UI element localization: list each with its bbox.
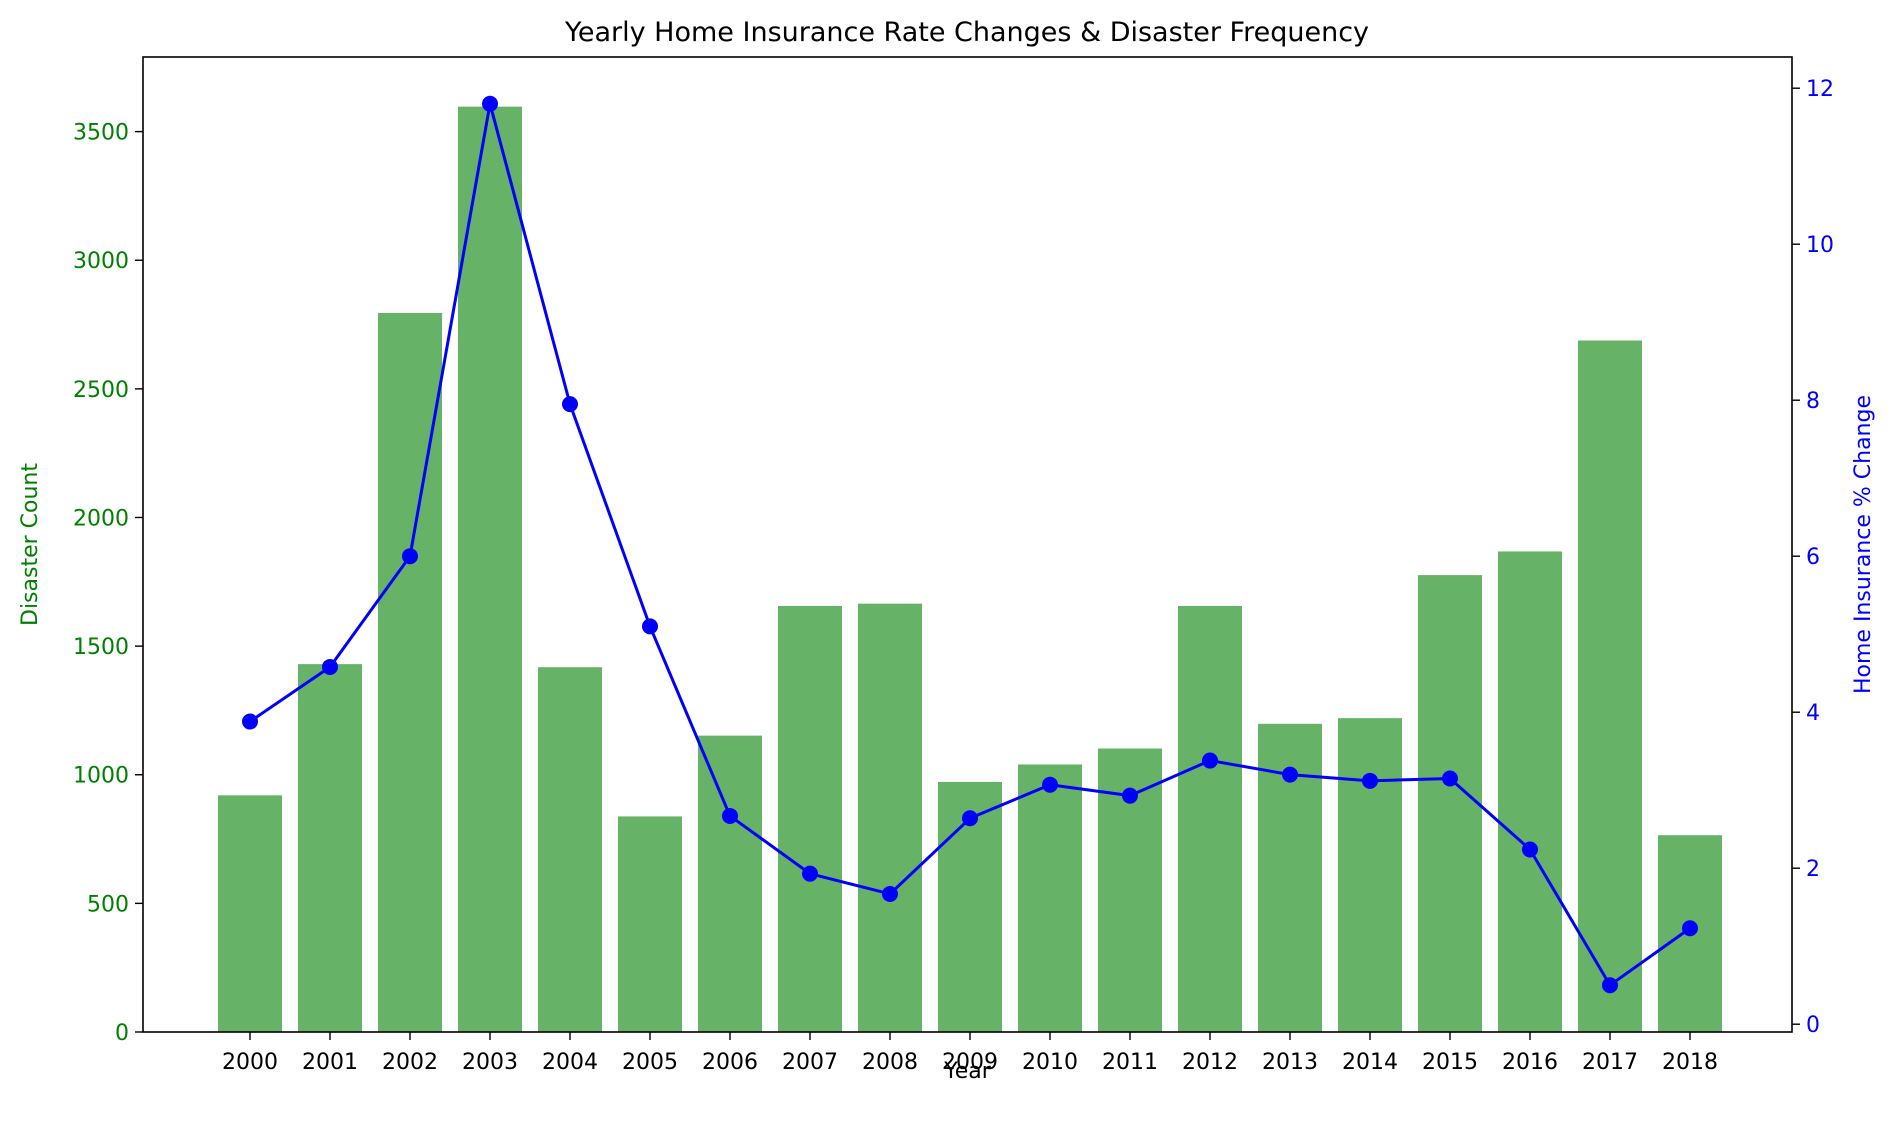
left-y-axis: 0 500 1000 1500 2000 2500 3000 3500	[73, 121, 143, 1046]
x-tick-label: 2008	[862, 1050, 918, 1075]
insurance-change-point-2014	[1362, 772, 1378, 789]
right-y-axis: 0 2 4 6 8 10 12	[1792, 77, 1834, 1038]
x-tick-label: 2011	[1102, 1050, 1158, 1075]
bar-2001	[298, 664, 362, 1032]
bar-2003	[458, 106, 522, 1033]
insurance-change-point-2010	[1042, 776, 1058, 793]
x-tick-label: 2014	[1342, 1050, 1398, 1075]
left-tick-label: 2000	[73, 506, 129, 531]
left-tick-label: 3000	[73, 249, 129, 274]
x-tick-label: 2002	[382, 1050, 438, 1075]
bar-2007	[778, 605, 842, 1032]
bar-2005	[618, 816, 682, 1032]
insurance-change-point-2005	[642, 618, 658, 635]
insurance-change-point-2012	[1202, 752, 1218, 769]
insurance-change-point-2002	[402, 548, 418, 565]
left-tick-label: 1500	[73, 635, 129, 660]
x-tick-label: 2001	[302, 1050, 358, 1075]
right-tick-label: 2	[1806, 857, 1820, 882]
insurance-change-point-2016	[1522, 841, 1538, 858]
x-tick-label: 2003	[462, 1050, 518, 1075]
insurance-change-point-2013	[1282, 766, 1298, 783]
bar-2015	[1418, 575, 1482, 1032]
left-y-axis-label: Disaster Count	[18, 463, 43, 626]
right-tick-label: 10	[1806, 233, 1834, 258]
right-y-axis-label: Home Insurance % Change	[1851, 395, 1876, 694]
x-axis-label: Year	[943, 1059, 992, 1084]
insurance-change-point-2003	[482, 95, 498, 112]
bar-2014	[1338, 718, 1402, 1032]
right-tick-label: 12	[1806, 77, 1834, 102]
left-tick-label: 500	[87, 892, 129, 917]
x-tick-label: 2006	[702, 1050, 758, 1075]
plot-frame	[142, 56, 1793, 1033]
bar-2012	[1178, 605, 1242, 1032]
right-tick-label: 6	[1806, 545, 1820, 570]
insurance-change-point-2006	[722, 807, 738, 824]
chart-title: Yearly Home Insurance Rate Changes & Dis…	[564, 17, 1369, 48]
right-tick-label: 4	[1806, 701, 1820, 726]
line-series	[242, 95, 1698, 994]
x-tick-label: 2015	[1422, 1050, 1478, 1075]
insurance-change-point-2000	[242, 713, 258, 730]
right-tick-label: 8	[1806, 389, 1820, 414]
left-tick-label: 3500	[73, 121, 129, 146]
bar-2006	[698, 735, 762, 1032]
insurance-change-point-2004	[562, 396, 578, 413]
bar-2000	[218, 795, 282, 1032]
x-tick-label: 2005	[622, 1050, 678, 1075]
x-tick-label: 2004	[542, 1050, 598, 1075]
left-tick-label: 2500	[73, 378, 129, 403]
x-tick-label: 2009	[942, 1050, 998, 1075]
insurance-change-point-2008	[882, 885, 898, 902]
insurance-change-point-2009	[962, 810, 978, 827]
left-tick-label: 0	[115, 1021, 129, 1046]
bar-2002	[378, 312, 442, 1032]
x-tick-label: 2010	[1022, 1050, 1078, 1075]
x-tick-label: 2013	[1262, 1050, 1318, 1075]
insurance-change-point-2015	[1442, 770, 1458, 787]
right-tick-label: 0	[1806, 1013, 1820, 1038]
bar-2008	[858, 603, 922, 1032]
x-tick-label: 2007	[782, 1050, 838, 1075]
insurance-change-point-2017	[1602, 977, 1618, 994]
x-tick-label: 2017	[1582, 1050, 1638, 1075]
x-tick-label: 2016	[1502, 1050, 1558, 1075]
bars	[218, 106, 1722, 1033]
x-tick-label: 2018	[1662, 1050, 1718, 1075]
x-tick-label: 2012	[1182, 1050, 1238, 1075]
bar-2004	[538, 667, 602, 1032]
insurance-change-point-2011	[1122, 787, 1138, 804]
bar-2010	[1018, 764, 1082, 1032]
insurance-change-point-2001	[322, 658, 338, 675]
left-tick-label: 1000	[73, 764, 129, 789]
x-tick-label: 2000	[222, 1050, 278, 1075]
bar-2017	[1578, 340, 1642, 1032]
insurance-change-point-2018	[1682, 920, 1698, 937]
insurance-change-point-2007	[802, 865, 818, 882]
x-axis: 2000 2001 2002 2003 2004 2005 2006 2007 2008 2009…	[222, 1032, 1718, 1075]
bar-2016	[1498, 551, 1562, 1032]
